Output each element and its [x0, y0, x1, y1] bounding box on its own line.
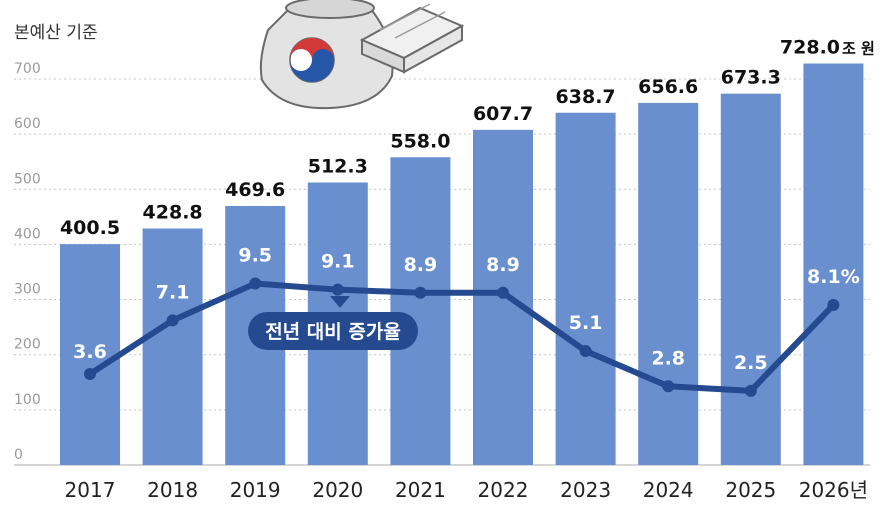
growth-rate-point-2024 [662, 380, 675, 393]
unit-note: 본예산 기준 [14, 23, 98, 43]
y-tick-label-400: 400 [14, 226, 41, 242]
x-tick-label-2018: 2018 [147, 478, 198, 502]
x-tick-label-2025: 2025 [725, 478, 776, 502]
growth-rate-line-layer: 3.6 7.1 9.5 9.1 8.9 8.9 5.1 2.8 2.5 8.1% [73, 245, 860, 397]
bar-value-label-2022: 607.7 [473, 103, 533, 125]
growth-rate-label-2019: 9.5 [238, 245, 272, 267]
y-tick-label-600: 600 [14, 116, 41, 132]
money-bag-illustration [259, 0, 465, 110]
x-tick-label-2021: 2021 [395, 478, 446, 502]
bar-value-label-2018: 428.8 [143, 202, 203, 224]
bar-2017 [60, 244, 120, 465]
growth-rate-point-2026년 [827, 299, 840, 312]
y-tick-label-500: 500 [14, 171, 41, 187]
growth-rate-label-2022: 8.9 [486, 254, 520, 276]
bar-2023 [555, 112, 616, 465]
x-tick-label-2020: 2020 [312, 478, 363, 502]
bar-value-label-2025: 673.3 [721, 67, 781, 89]
growth-rate-label-2020: 9.1 [321, 251, 355, 273]
y-tick-label-700: 700 [14, 61, 41, 77]
growth-rate-label-2017: 3.6 [73, 341, 107, 363]
bar-2026년 [803, 63, 864, 466]
y-tick-label-300: 300 [14, 282, 41, 298]
growth-rate-point-2023 [579, 345, 592, 358]
bar-value-unit: 조 원 [842, 40, 875, 58]
x-tick-label-2017: 2017 [65, 478, 116, 502]
y-tick-labels: 0 100 200 300 400 500 600 700 [14, 61, 41, 463]
growth-rate-label-2023: 5.1 [569, 312, 603, 334]
bar-value-label-2019: 469.6 [225, 179, 285, 201]
bar-value-label-2023: 638.7 [556, 86, 616, 108]
growth-rate-label-2024: 2.8 [651, 347, 685, 369]
bar-value-labels: 400.5 428.8 469.6 512.3 558.0 607.7 638.7 656.6… [60, 37, 875, 240]
bar-value-label-2024: 656.6 [638, 76, 698, 98]
growth-rate-point-2018 [166, 314, 179, 327]
growth-rate-point-2025 [744, 384, 757, 397]
growth-rate-line [88, 280, 836, 394]
bar-value-label-2026년: 728.0 조 원 [780, 37, 875, 59]
bar-value-label-2020: 512.3 [308, 155, 368, 177]
growth-rate-label-2021: 8.9 [404, 254, 438, 276]
growth-rate-point-2020 [331, 283, 344, 296]
growth-rate-point-2021 [414, 286, 427, 299]
y-tick-label-0: 0 [14, 447, 23, 463]
x-tick-label-2023: 2023 [560, 478, 611, 502]
bar-2021 [390, 157, 451, 465]
growth-rate-label-2018: 7.1 [156, 281, 190, 303]
growth-rate-label-2026년: 8.1% [807, 266, 860, 288]
x-tick-label-2026년: 2026년 [799, 478, 868, 502]
x-tick-label-2022: 2022 [478, 478, 529, 502]
y-tick-label-200: 200 [14, 337, 41, 353]
bar-2024 [638, 102, 699, 465]
bar-layer [60, 63, 864, 466]
growth-rate-point-2019 [249, 277, 262, 290]
bar-value-label-2021: 558.0 [390, 130, 450, 152]
bar-2025 [720, 93, 781, 465]
bar-2018 [142, 228, 203, 465]
growth-rate-label-2025: 2.5 [734, 352, 768, 374]
bar-value-label-2017: 400.5 [60, 217, 120, 239]
callout-badge [248, 312, 418, 350]
y-tick-label-100: 100 [14, 392, 41, 408]
growth-rate-point-2017 [84, 368, 96, 380]
line-series-callout: 전년 대비 증가율 [248, 296, 418, 350]
growth-rate-point-2022 [497, 286, 509, 299]
x-tick-labels: 2017 2018 2019 2020 2021 2022 2023 2024 2025 2026… [65, 478, 869, 502]
x-tick-label-2019: 2019 [230, 478, 281, 502]
callout-pointer [330, 296, 350, 308]
callout-label: 전년 대비 증가율 [265, 321, 401, 343]
x-tick-label-2024: 2024 [643, 478, 694, 502]
